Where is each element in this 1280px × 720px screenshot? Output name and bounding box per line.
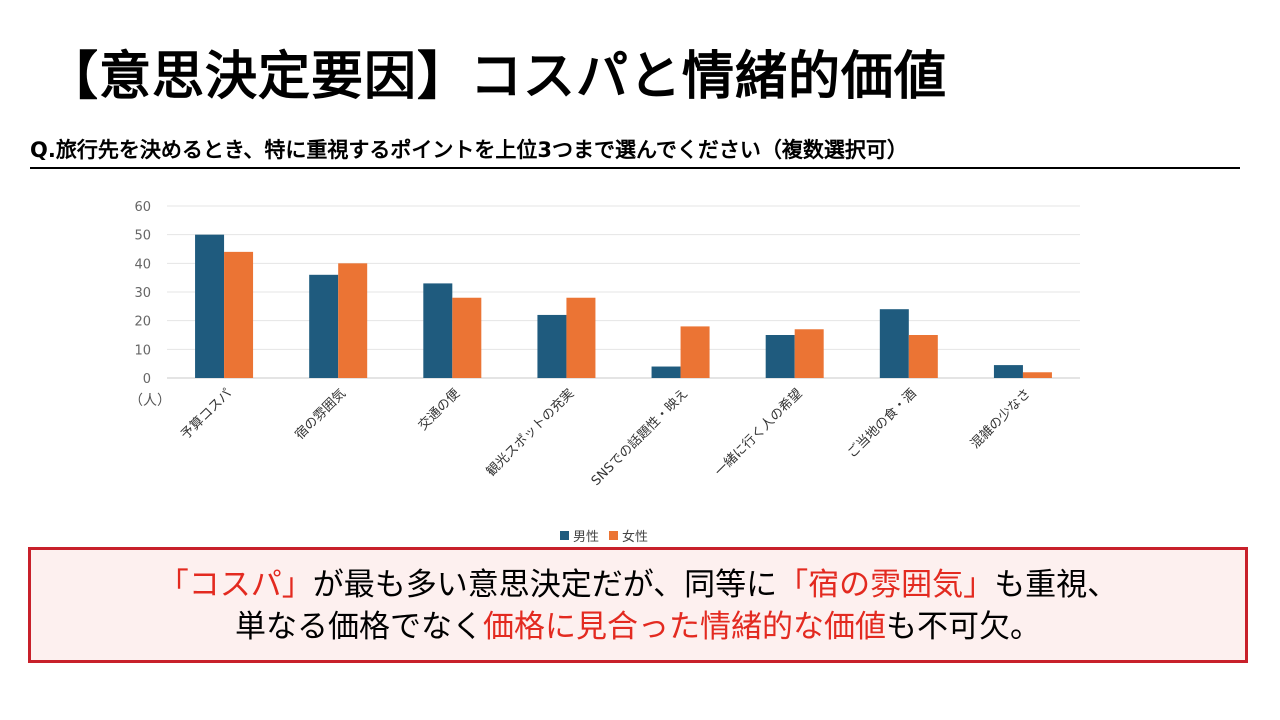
bar-female-2	[452, 297, 482, 378]
legend-item-female: 女性	[609, 526, 648, 545]
y-tick-label: 50	[134, 229, 151, 244]
y-tick-label: 0	[143, 372, 151, 387]
x-tick-label: 予算コスパ	[178, 386, 235, 443]
bar-male-1	[309, 274, 339, 378]
bar-female-0	[224, 251, 254, 378]
y-tick-label: 10	[134, 343, 151, 358]
x-tick-label: 観光スポットの充実	[483, 386, 577, 480]
legend-swatch-male	[560, 531, 569, 540]
legend-label-female: 女性	[622, 530, 649, 545]
conclusion-text: も不可欠。	[886, 609, 1041, 645]
bar-female-6	[908, 335, 938, 378]
conclusion-line-1: 「コスパ」が最も多い意思決定だが、同等に「宿の雰囲気」も重視、	[31, 564, 1245, 606]
y-tick-label: 20	[134, 315, 151, 330]
y-axis-ticks: 0 10 20 30 40 50 60	[134, 200, 151, 387]
x-tick-label: 混雑の少なさ	[967, 386, 1033, 452]
bar-female-7	[1022, 372, 1052, 378]
conclusion-text: が最も多い意思決定だが、同等に	[312, 567, 778, 603]
bar-female-5	[794, 329, 824, 378]
bar-male-0	[195, 234, 225, 378]
x-tick-label: SNSでの話題性・映え	[588, 386, 691, 489]
highlight-atmosphere: 「宿の雰囲気」	[777, 567, 995, 603]
x-tick-label: 一緒に行く人の希望	[711, 386, 805, 480]
bar-male-3	[537, 314, 567, 378]
conclusion-text: も重視、	[994, 567, 1119, 603]
y-tick-label: 30	[134, 286, 151, 301]
chart-gridlines	[167, 205, 1080, 379]
highlight-emotional-value: 価格に見合った情緒的な価値	[483, 609, 886, 645]
bar-female-4	[680, 326, 710, 378]
conclusion-line-2: 単なる価格でなく価格に見合った情緒的な価値も不可欠。	[31, 606, 1245, 648]
bar-female-1	[338, 263, 368, 378]
slide-title: 【意思決定要因】コスパと情緒的価値	[46, 47, 948, 107]
bar-male-2	[423, 283, 453, 378]
x-tick-label: 宿の雰囲気	[292, 386, 349, 443]
conclusion-text: 単なる価格でなく	[235, 609, 483, 645]
x-tick-label: 交通の便	[415, 386, 463, 434]
y-axis-unit: （人）	[129, 393, 171, 409]
bar-female-3	[566, 297, 596, 378]
bar-male-5	[765, 335, 795, 378]
survey-question: Q.旅行先を決めるとき、特に重視するポイントを上位3つまで選んでください（複数選…	[30, 134, 1240, 169]
x-tick-label: ご当地の食・酒	[844, 386, 920, 462]
y-tick-label: 60	[134, 200, 151, 215]
highlight-cospa: 「コスパ」	[157, 567, 313, 603]
bar-chart: 0 10 20 30 40 50 60 予算コスパ 宿の雰囲気 交通の便 観光スポットの充実 SNS…	[129, 200, 1080, 489]
bar-male-7	[993, 365, 1023, 378]
legend-label-male: 男性	[573, 530, 600, 545]
chart-bars	[195, 234, 1052, 378]
conclusion-box: 「コスパ」が最も多い意思決定だが、同等に「宿の雰囲気」も重視、 単なる価格でなく…	[28, 547, 1248, 663]
legend-item-male: 男性	[560, 526, 599, 545]
bar-male-4	[651, 366, 681, 378]
legend-swatch-female	[609, 531, 619, 540]
y-tick-label: 40	[134, 257, 151, 272]
x-axis-labels: 予算コスパ 宿の雰囲気 交通の便 観光スポットの充実 SNSでの話題性・映え 一緒に行く人…	[178, 386, 1033, 489]
bar-male-6	[879, 309, 909, 378]
chart-legend: 男性 女性	[560, 526, 648, 545]
